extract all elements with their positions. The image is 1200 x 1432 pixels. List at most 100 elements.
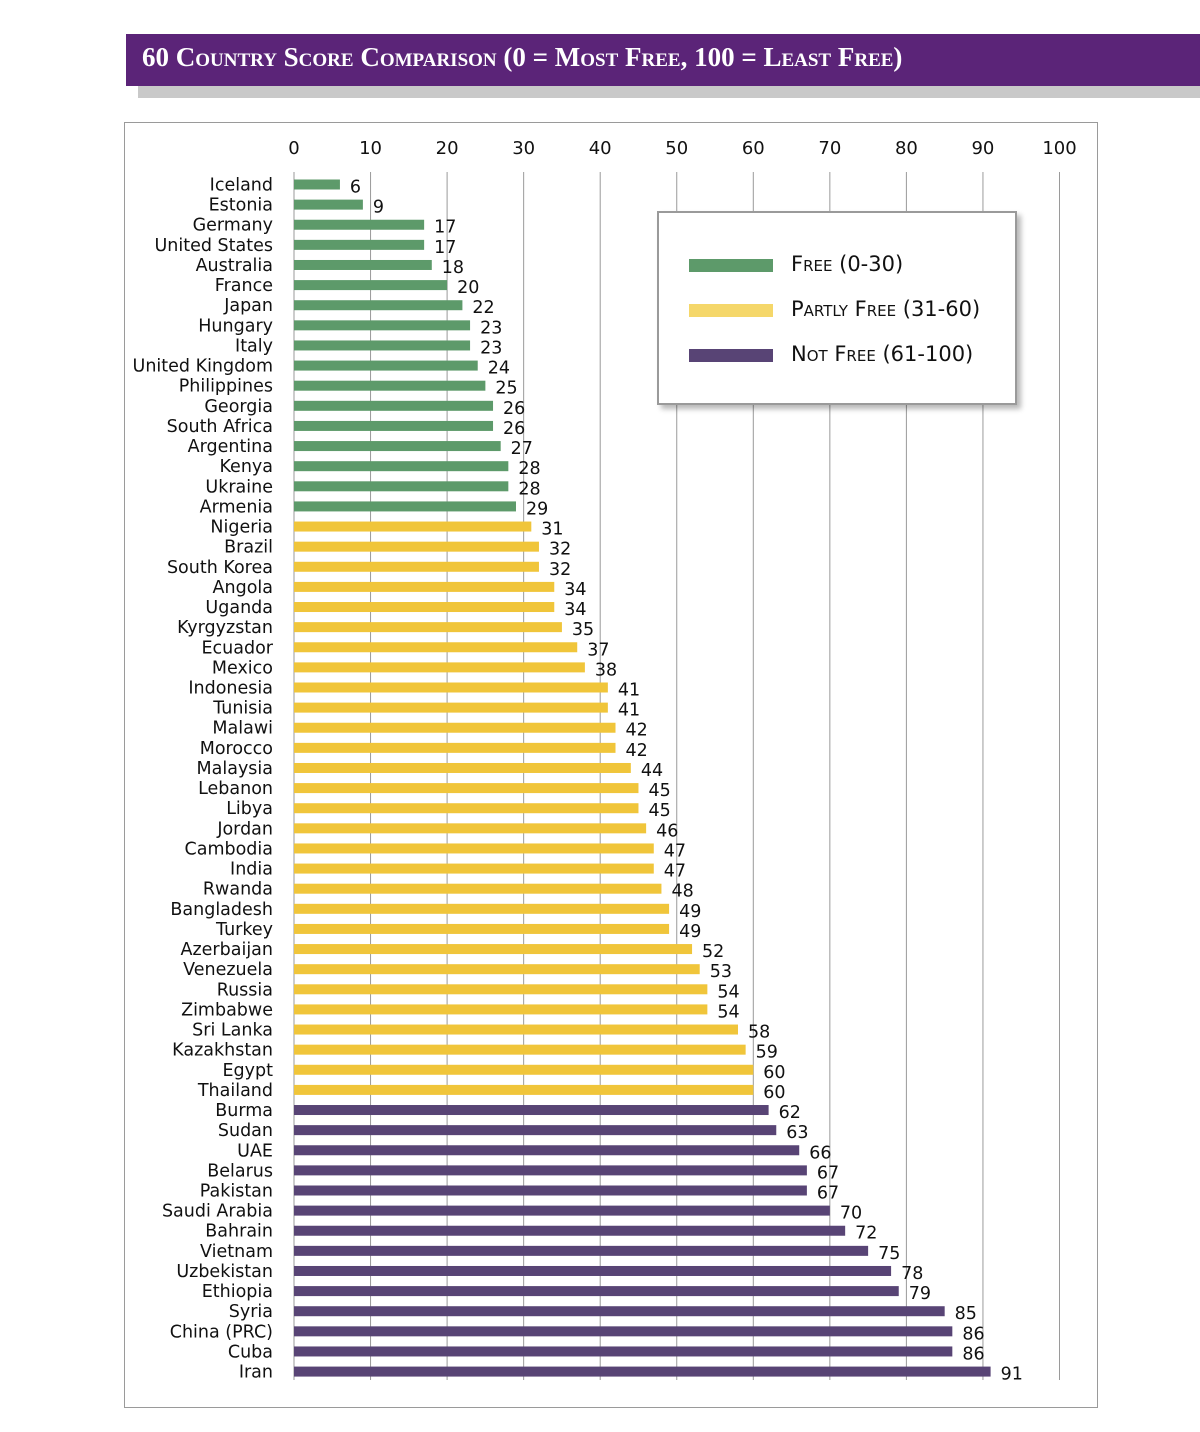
value-label: 67 <box>817 1184 839 1204</box>
category-label: Belarus <box>207 1161 273 1181</box>
value-label: 44 <box>641 761 663 781</box>
category-label: Malawi <box>212 719 273 739</box>
category-label: Venezuela <box>183 960 273 980</box>
x-tick-label: 20 <box>436 138 459 159</box>
category-label: Georgia <box>204 397 273 417</box>
category-label: Japan <box>223 296 273 316</box>
category-label: Australia <box>196 256 273 276</box>
x-tick-label: 10 <box>359 138 382 159</box>
value-label: 17 <box>434 238 456 258</box>
value-label: 32 <box>549 560 571 580</box>
value-label: 91 <box>1001 1365 1023 1385</box>
value-label: 62 <box>779 1103 801 1123</box>
category-label: Uganda <box>205 598 273 618</box>
bar <box>294 1044 746 1055</box>
bar <box>294 1125 777 1136</box>
value-label: 41 <box>618 701 640 721</box>
bar <box>294 1185 807 1196</box>
category-label: Kenya <box>219 457 273 477</box>
value-label: 54 <box>717 982 739 1002</box>
bar <box>294 883 662 894</box>
bar <box>294 420 494 431</box>
bar <box>294 1326 953 1337</box>
legend-swatch-free <box>689 259 773 272</box>
value-label: 46 <box>656 821 678 841</box>
legend-swatch-partly-free <box>689 304 773 317</box>
bar <box>294 320 471 331</box>
category-label: Vietnam <box>200 1242 273 1262</box>
bar <box>294 179 340 190</box>
category-label: Cambodia <box>185 839 274 859</box>
bar <box>294 239 425 250</box>
category-label: Malaysia <box>197 759 273 779</box>
bar <box>294 541 539 552</box>
bar <box>294 762 631 773</box>
category-label: China (PRC) <box>170 1322 273 1342</box>
category-label: Saudi Arabia <box>162 1202 273 1222</box>
category-label: India <box>230 860 273 880</box>
bar <box>294 1145 800 1156</box>
bar <box>294 1306 945 1317</box>
category-label: Iceland <box>210 176 273 196</box>
x-tick-label: 70 <box>818 138 841 159</box>
category-label: Brazil <box>224 538 273 558</box>
bar <box>294 823 647 834</box>
category-label: Tunisia <box>212 699 273 719</box>
value-label: 47 <box>664 841 686 861</box>
bar <box>294 199 363 210</box>
bar <box>294 742 616 753</box>
value-label: 38 <box>595 660 617 680</box>
category-label: Ukraine <box>205 477 273 497</box>
category-label: Lebanon <box>198 779 273 799</box>
value-label: 18 <box>442 258 464 278</box>
bar <box>294 481 509 492</box>
bar <box>294 642 578 653</box>
bar <box>294 1084 754 1095</box>
value-label: 26 <box>503 419 525 439</box>
bar <box>294 662 585 673</box>
category-label: Ecuador <box>201 638 273 658</box>
value-label: 6 <box>350 178 361 198</box>
value-label: 32 <box>549 540 571 560</box>
x-tick-label: 80 <box>895 138 918 159</box>
bar <box>294 300 463 311</box>
category-label: France <box>215 276 273 296</box>
value-label: 27 <box>511 439 533 459</box>
bar <box>294 843 654 854</box>
value-label: 78 <box>901 1264 923 1284</box>
bar <box>294 380 486 391</box>
bar <box>294 1024 738 1035</box>
value-label: 28 <box>518 479 540 499</box>
value-label: 58 <box>748 1023 770 1043</box>
value-label: 41 <box>618 681 640 701</box>
value-label: 20 <box>457 278 479 298</box>
category-label: South Africa <box>167 417 273 437</box>
bar <box>294 1165 807 1176</box>
value-label: 60 <box>763 1083 785 1103</box>
value-label: 37 <box>587 640 609 660</box>
x-tick-label: 0 <box>288 138 299 159</box>
value-label: 48 <box>671 882 693 902</box>
x-tick-label: 60 <box>742 138 765 159</box>
bar <box>294 400 494 411</box>
bar <box>294 219 425 230</box>
bar <box>294 1004 708 1015</box>
bar <box>294 561 539 572</box>
value-label: 22 <box>472 298 494 318</box>
bar <box>294 259 432 270</box>
value-label: 34 <box>564 600 586 620</box>
bar <box>294 1105 769 1116</box>
bar <box>294 581 555 592</box>
category-label: Kyrgyzstan <box>177 618 273 638</box>
category-label: Nigeria <box>210 518 273 538</box>
category-label: Angola <box>213 578 273 598</box>
value-label: 70 <box>840 1204 862 1224</box>
bar <box>294 1265 892 1276</box>
bar <box>294 1366 991 1377</box>
chart-legend: Free (0-30) Partly Free (31-60) Not Free… <box>657 211 1017 405</box>
category-label: Azerbaijan <box>181 940 274 960</box>
bar <box>294 521 532 532</box>
bar <box>294 964 700 975</box>
value-label: 75 <box>878 1244 900 1264</box>
